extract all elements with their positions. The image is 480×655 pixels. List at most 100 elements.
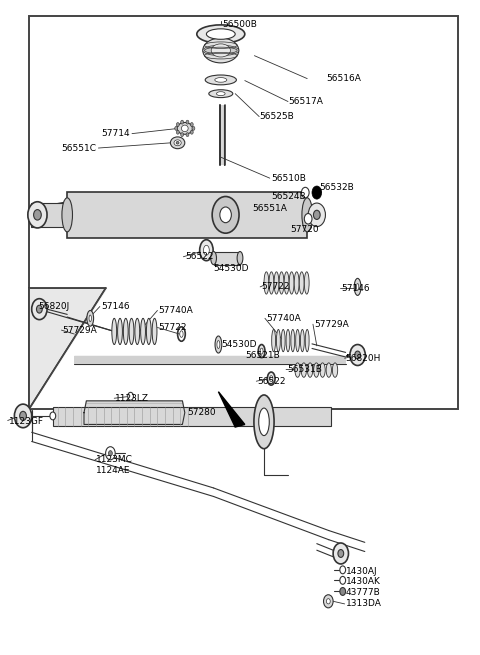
Circle shape: [340, 566, 346, 574]
Ellipse shape: [177, 122, 192, 134]
Ellipse shape: [305, 329, 309, 352]
Ellipse shape: [300, 329, 304, 352]
Circle shape: [333, 543, 348, 564]
Text: 56510B: 56510B: [271, 174, 306, 183]
Ellipse shape: [215, 336, 222, 353]
Ellipse shape: [274, 272, 279, 294]
Ellipse shape: [176, 141, 179, 144]
Text: 56516A: 56516A: [326, 74, 361, 83]
Ellipse shape: [320, 363, 325, 377]
Circle shape: [308, 203, 325, 227]
Circle shape: [106, 447, 115, 460]
Ellipse shape: [307, 363, 313, 377]
Text: 1430AK: 1430AK: [346, 577, 381, 586]
Text: 56525B: 56525B: [259, 112, 294, 121]
Bar: [214, 252, 240, 265]
Circle shape: [50, 412, 56, 420]
Circle shape: [304, 214, 312, 224]
Circle shape: [176, 122, 179, 126]
Circle shape: [340, 576, 346, 584]
Ellipse shape: [203, 38, 239, 63]
Text: 56820H: 56820H: [346, 354, 381, 363]
Text: 57280: 57280: [187, 408, 216, 417]
Ellipse shape: [174, 140, 181, 145]
Circle shape: [34, 210, 41, 220]
Ellipse shape: [300, 272, 304, 294]
Text: 56551A: 56551A: [252, 204, 287, 213]
Ellipse shape: [197, 25, 245, 43]
Ellipse shape: [304, 272, 309, 294]
Ellipse shape: [356, 284, 359, 290]
Ellipse shape: [170, 137, 185, 149]
Ellipse shape: [264, 272, 269, 294]
Ellipse shape: [200, 240, 213, 261]
Ellipse shape: [141, 318, 145, 345]
Text: 57729A: 57729A: [314, 320, 349, 329]
Text: 57714: 57714: [101, 129, 130, 138]
Text: 43777B: 43777B: [346, 588, 380, 597]
Circle shape: [313, 210, 320, 219]
Ellipse shape: [269, 272, 274, 294]
Ellipse shape: [301, 363, 307, 377]
Ellipse shape: [326, 363, 331, 377]
Ellipse shape: [211, 252, 216, 265]
Ellipse shape: [89, 315, 91, 322]
Text: 57720: 57720: [290, 225, 319, 234]
Text: 54530D: 54530D: [221, 340, 256, 349]
Ellipse shape: [289, 272, 294, 294]
Text: 57146: 57146: [101, 302, 130, 311]
Polygon shape: [84, 401, 185, 424]
Ellipse shape: [87, 310, 94, 326]
Ellipse shape: [123, 318, 128, 345]
Text: 56500B: 56500B: [223, 20, 257, 29]
Ellipse shape: [215, 77, 227, 82]
Text: 57729A: 57729A: [62, 326, 97, 335]
Ellipse shape: [204, 245, 209, 255]
Circle shape: [176, 130, 179, 134]
Bar: [29, 16, 458, 409]
Ellipse shape: [237, 252, 243, 265]
Ellipse shape: [146, 318, 151, 345]
Ellipse shape: [152, 318, 157, 345]
Bar: [220, 105, 225, 165]
Text: 57740A: 57740A: [158, 306, 193, 315]
Circle shape: [28, 202, 47, 228]
Ellipse shape: [276, 329, 280, 352]
Text: 56532B: 56532B: [319, 183, 354, 192]
Circle shape: [175, 126, 178, 130]
Ellipse shape: [211, 44, 230, 57]
Text: 1313DA: 1313DA: [346, 599, 382, 608]
Text: 57740A: 57740A: [266, 314, 301, 323]
Circle shape: [191, 130, 193, 134]
Bar: [31, 203, 67, 227]
Ellipse shape: [281, 329, 285, 352]
Circle shape: [186, 120, 189, 124]
Circle shape: [355, 351, 360, 359]
Text: 56551C: 56551C: [61, 143, 96, 153]
Polygon shape: [218, 392, 245, 427]
Ellipse shape: [284, 272, 289, 294]
Circle shape: [128, 392, 133, 400]
Ellipse shape: [260, 348, 263, 354]
Circle shape: [326, 599, 330, 604]
Ellipse shape: [205, 75, 236, 84]
Ellipse shape: [216, 92, 225, 96]
Circle shape: [220, 207, 231, 223]
Ellipse shape: [181, 125, 188, 132]
Circle shape: [312, 186, 322, 199]
Ellipse shape: [294, 272, 299, 294]
Circle shape: [212, 196, 239, 233]
Text: 56522: 56522: [185, 252, 213, 261]
Circle shape: [14, 404, 32, 428]
Text: 56522: 56522: [258, 377, 286, 386]
Ellipse shape: [332, 363, 337, 377]
Ellipse shape: [259, 408, 269, 436]
Circle shape: [20, 411, 26, 421]
Text: 1124AE: 1124AE: [96, 466, 131, 476]
Ellipse shape: [209, 90, 233, 98]
Circle shape: [340, 588, 346, 595]
Text: 1123MC: 1123MC: [96, 455, 133, 464]
Text: 56524B: 56524B: [271, 192, 306, 201]
Ellipse shape: [314, 363, 319, 377]
Ellipse shape: [267, 372, 275, 385]
